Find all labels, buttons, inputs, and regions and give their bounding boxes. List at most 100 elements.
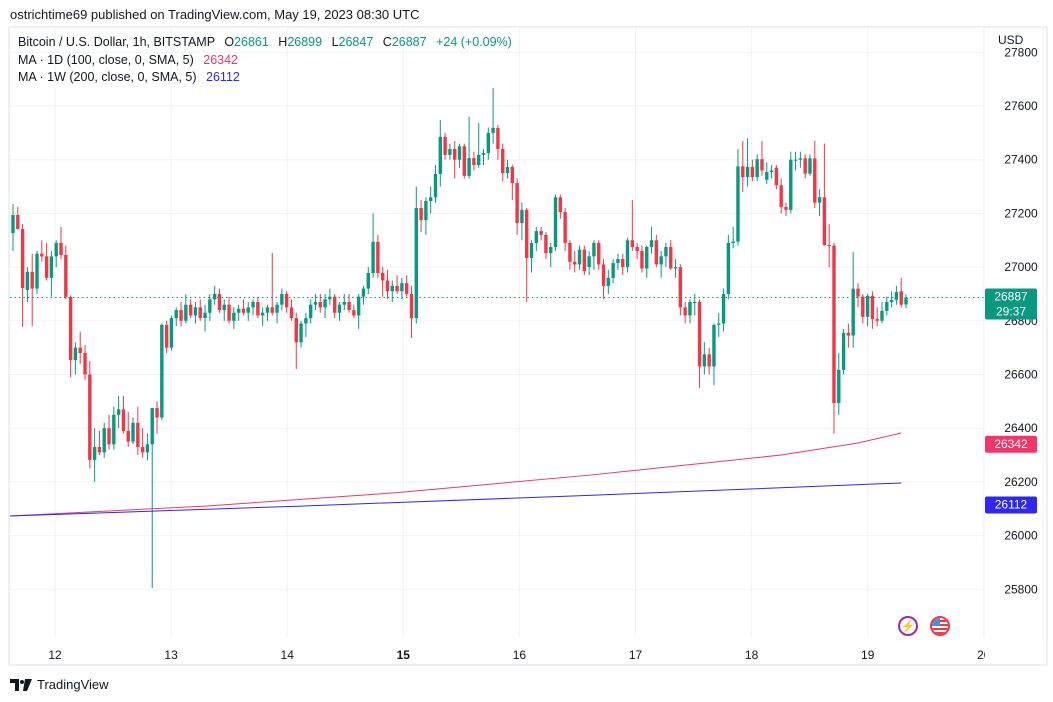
candle (35, 250, 39, 294)
candle-body (414, 208, 418, 319)
candle-body (54, 242, 58, 257)
candle (323, 293, 327, 319)
candle (467, 116, 471, 179)
candle-body (428, 197, 433, 202)
candle (414, 186, 418, 324)
candle (789, 151, 793, 214)
candle-body (640, 250, 644, 269)
candle-body (232, 312, 236, 321)
candle (702, 342, 707, 375)
high-label: H (278, 35, 288, 49)
candle-body (328, 296, 332, 300)
candle-body (736, 166, 740, 242)
candle-body (371, 241, 375, 274)
candle-body (265, 307, 270, 313)
candle-body (92, 446, 97, 460)
candle (645, 245, 649, 278)
lightning-icon[interactable]: ⚡ (898, 616, 918, 636)
candle-body (64, 255, 68, 297)
candle (160, 323, 164, 421)
candle-body (174, 310, 178, 319)
candle (745, 138, 750, 187)
candle (568, 240, 572, 270)
candle-body (217, 293, 222, 311)
candle-body (880, 310, 884, 321)
candle (443, 132, 447, 160)
candle (438, 119, 442, 187)
candle-body (155, 408, 159, 418)
candle (102, 422, 106, 458)
candle (673, 259, 678, 278)
price-tick-label: 27800 (1004, 45, 1038, 59)
candle-body (112, 414, 116, 445)
candle (491, 88, 495, 144)
candle-body (179, 310, 183, 321)
open-label: O (224, 35, 235, 49)
candle (832, 242, 836, 434)
candle-body (184, 304, 188, 321)
us-flag-icon[interactable] (930, 616, 950, 636)
candle-body (260, 312, 265, 316)
candle (640, 245, 644, 273)
axis-mask (985, 640, 1043, 664)
candle (49, 250, 54, 297)
candle-body (299, 323, 303, 343)
candle (184, 293, 188, 324)
footer-brand[interactable]: TradingView (10, 677, 109, 692)
candle (241, 299, 246, 316)
candle-body (827, 245, 831, 247)
candle-body (35, 253, 39, 289)
candle (755, 154, 759, 182)
candle (529, 240, 534, 273)
currency-label[interactable]: USD (998, 33, 1024, 47)
ma1-legend[interactable]: MA · 1D (100, close, 0, SMA, 5) 26342 (18, 53, 238, 67)
candle-body (856, 288, 860, 297)
candle (419, 199, 423, 233)
ma1-price-tag-text: 26342 (994, 437, 1028, 451)
candle-body (361, 288, 366, 297)
candle-body (390, 285, 394, 292)
candle (208, 293, 212, 321)
candle (169, 315, 174, 351)
candle-body (597, 242, 601, 265)
candle-body (769, 170, 774, 173)
candle (318, 293, 322, 313)
candle-body (808, 158, 812, 174)
candle-body (515, 183, 519, 224)
candle (236, 304, 241, 321)
candle-body (472, 158, 476, 166)
ma2-legend[interactable]: MA · 1W (200, close, 0, SMA, 5) 26112 (18, 70, 240, 84)
candle-body (477, 154, 481, 166)
candle-body (356, 296, 361, 316)
candle (342, 293, 346, 311)
symbol-title[interactable]: Bitcoin / U.S. Dollar, 1h, BITSTAMP (18, 35, 215, 49)
candle (44, 242, 49, 281)
candle-body (150, 408, 154, 445)
candle-body (563, 212, 567, 243)
candle-body (337, 304, 342, 313)
candle (25, 267, 30, 303)
time-tick-label: 12 (48, 648, 62, 662)
candle (856, 283, 860, 308)
ma2-value: 26112 (206, 70, 240, 84)
candle-body (246, 307, 250, 313)
low-value: 26847 (338, 35, 374, 49)
candle (366, 267, 370, 294)
candle (251, 299, 255, 316)
candle (112, 406, 116, 450)
candle (592, 240, 596, 270)
candle-body (25, 271, 30, 290)
candle (539, 226, 543, 241)
candle (510, 165, 515, 200)
price-tick-label: 27000 (1004, 260, 1038, 274)
candle (654, 234, 659, 268)
candle (659, 250, 663, 278)
candle-body (304, 318, 308, 324)
candle (861, 293, 865, 324)
candle (472, 151, 476, 171)
candle-body (702, 354, 707, 367)
candle-body (280, 293, 284, 305)
candle (486, 127, 491, 160)
candle (731, 226, 735, 249)
